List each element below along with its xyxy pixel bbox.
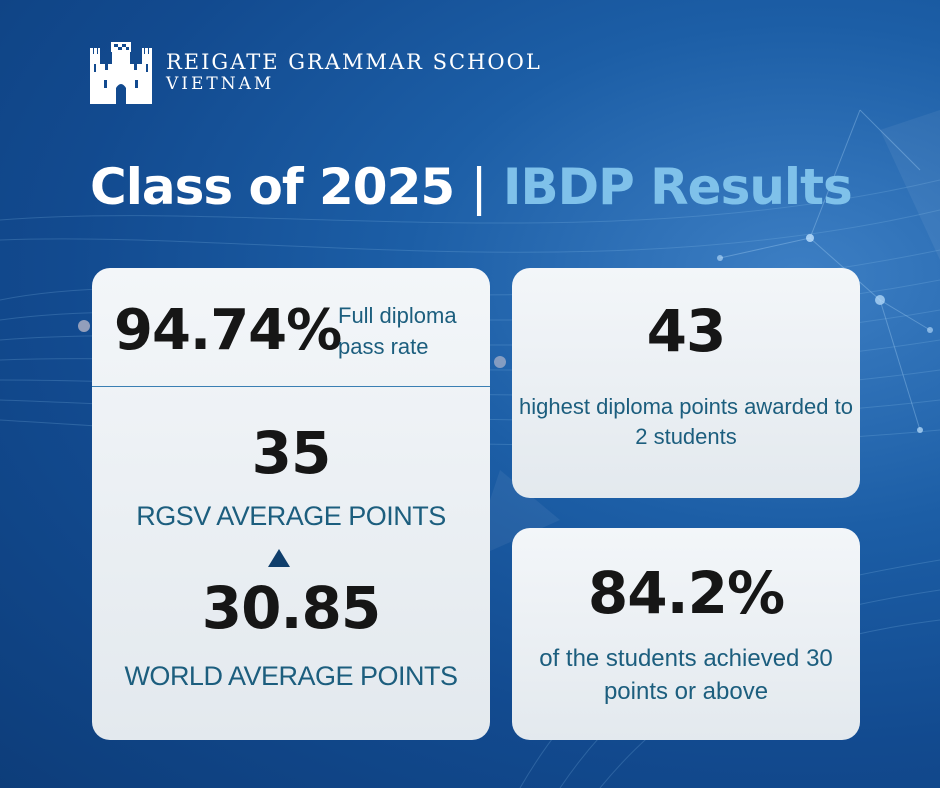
title-ibdp-results: IBDP Results (502, 158, 853, 216)
thirty-plus-card: 84.2% of the students achieved 30 points… (512, 528, 860, 740)
rgsv-average-label: RGSV AVERAGE POINTS (136, 501, 446, 531)
pass-rate-label: Full diploma pass rate (338, 303, 457, 359)
world-average-value: 30.85 (201, 574, 381, 642)
title-separator: | (470, 158, 488, 216)
pass-rate-value: 94.74% (114, 298, 342, 363)
castle-icon (90, 42, 152, 104)
school-name: REIGATE GRAMMAR SCHOOL VIETNAM (166, 50, 542, 94)
averages-card: 94.74% Full diploma pass rate 35 RGSV AV… (92, 268, 490, 740)
highest-points-card: 43 highest diploma points awarded to 2 s… (512, 268, 860, 498)
school-name-line2: VIETNAM (166, 74, 275, 94)
school-name-line1: REIGATE GRAMMAR SCHOOL (166, 50, 542, 74)
thirty-plus-label: of the students achieved 30 points or ab… (539, 645, 833, 705)
rgsv-average-value: 35 (251, 419, 332, 487)
school-logo[interactable]: REIGATE GRAMMAR SCHOOL VIETNAM (90, 40, 542, 104)
highest-points-value: 43 (646, 297, 727, 365)
triangle-up-icon (268, 549, 290, 567)
highest-points-label: highest diploma points awarded to 2 stud… (519, 394, 853, 449)
title-class-year: Class of 2025 (90, 158, 455, 216)
world-average-label: WORLD AVERAGE POINTS (124, 661, 458, 691)
card-divider (92, 386, 490, 387)
thirty-plus-value: 84.2% (587, 559, 785, 627)
page-title: Class of 2025 | IBDP Results (90, 152, 853, 222)
